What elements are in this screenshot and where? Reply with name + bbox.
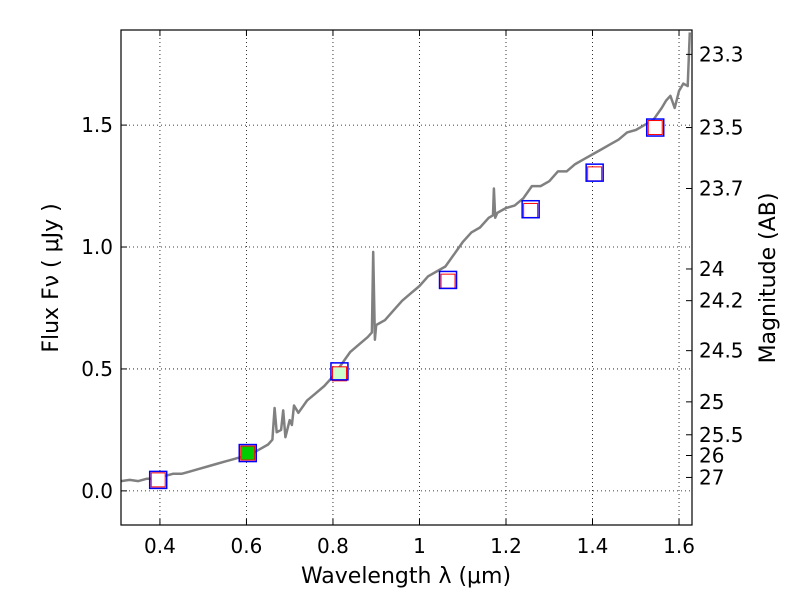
y-tick-label: 0.0 [81, 479, 113, 503]
y2-tick-label: 23.5 [699, 116, 744, 140]
y2-tick-label: 26 [699, 444, 724, 468]
y2-tick-label: 23.3 [699, 42, 744, 66]
model-marker [645, 118, 665, 137]
y-tick-label: 0.5 [81, 357, 113, 381]
spectrum-line [121, 32, 692, 483]
observed-marker [587, 166, 603, 182]
observed-marker [440, 273, 456, 289]
model-marker [330, 362, 349, 381]
model-marker [585, 163, 604, 182]
y-axis-label: Flux Fν ( μJy ) [39, 203, 64, 352]
x-tick-label: 0.4 [144, 534, 176, 558]
y-tick-label: 1.0 [81, 235, 113, 259]
y2-tick-label: 24.2 [699, 289, 744, 313]
y2-tick-label: 27 [699, 465, 724, 489]
y2-tick-label: 24 [699, 257, 724, 281]
y2-tick-label: 25 [699, 390, 724, 414]
y-tick-label: 1.5 [81, 113, 113, 137]
x-tick-label: 1 [413, 534, 426, 558]
axes-frame [120, 29, 693, 526]
observed-marker [331, 366, 347, 382]
observed-marker [240, 445, 256, 461]
model-marker [148, 470, 168, 490]
y2-tick-label: 24.5 [699, 339, 744, 363]
x-tick-label: 1.2 [490, 534, 522, 558]
x-tick-label: 1.6 [663, 534, 695, 558]
x-tick-label: 1.4 [577, 534, 609, 558]
x-tick-label: 0.8 [317, 534, 349, 558]
y2-tick-label: 23.7 [699, 176, 744, 200]
observed-marker [150, 472, 166, 488]
model-marker [438, 270, 458, 290]
plot-area [121, 32, 692, 490]
model-marker [238, 443, 257, 463]
axes: 0.4 0.6 0.8 1 1.2 1.4 1.6 0.0 0.5 1.0 1.5 23.3 23.5 2… [81, 29, 744, 558]
y2-axis-label: Magnitude (AB) [756, 193, 781, 364]
gridlines [121, 30, 692, 525]
y2-tick-label: 25.5 [699, 423, 744, 447]
x-axis-label: Wavelength λ (μm) [301, 564, 511, 589]
model-marker [521, 199, 540, 219]
observed-marker [523, 202, 539, 218]
x-tick-label: 0.6 [231, 534, 263, 558]
observed-marker [647, 120, 663, 136]
